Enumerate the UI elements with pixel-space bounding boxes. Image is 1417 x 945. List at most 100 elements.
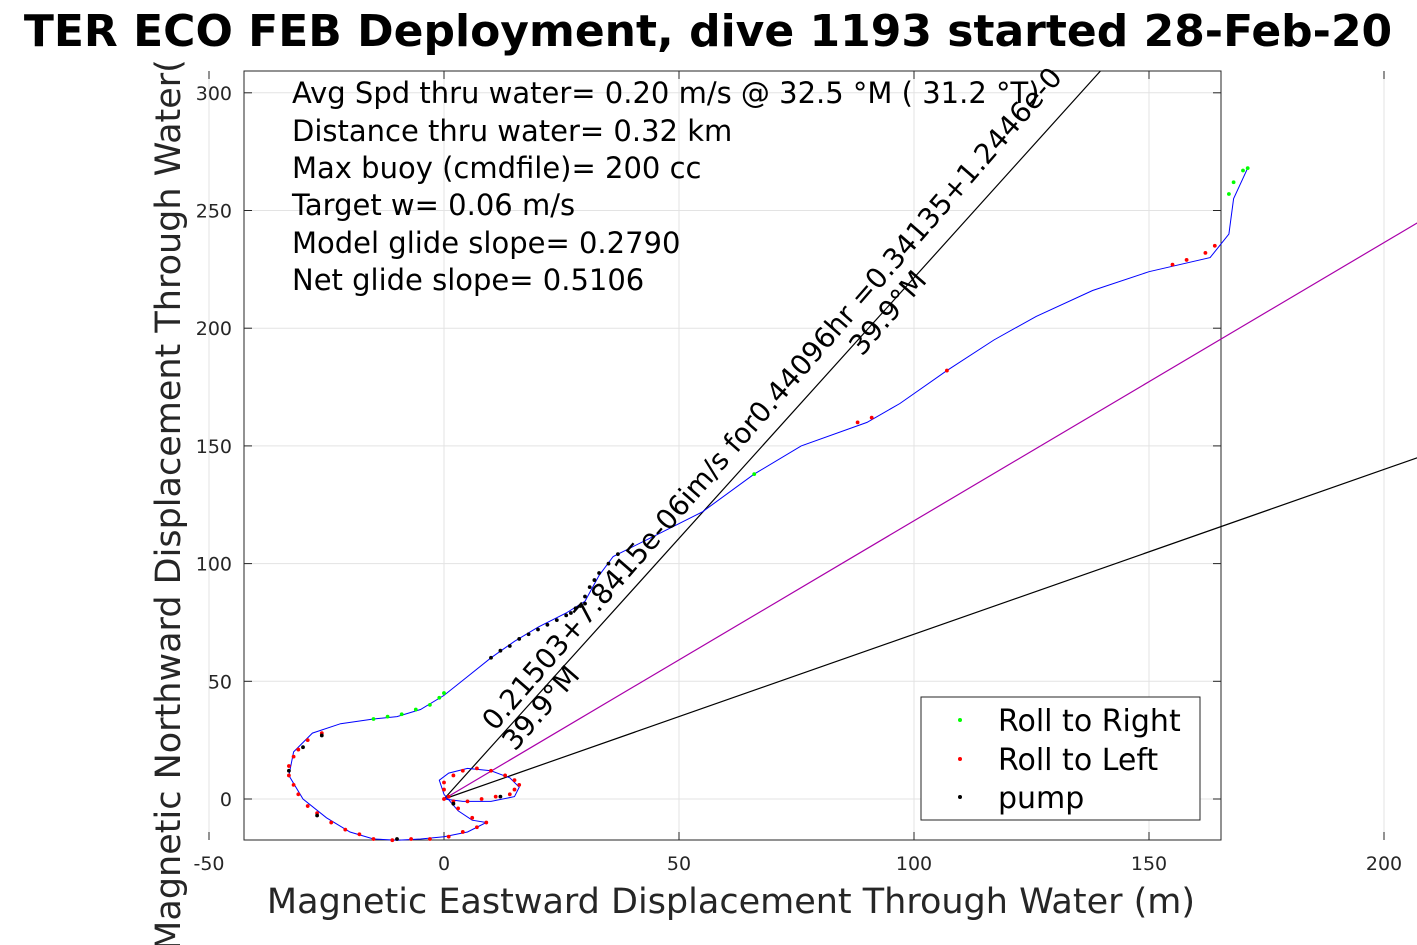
legend-label-pump: pump	[998, 781, 1084, 816]
legend-marker-roll-left	[958, 757, 962, 761]
point-roll-to-right	[1241, 168, 1245, 173]
point-roll-to-left	[442, 780, 446, 785]
point-pump	[583, 601, 587, 606]
point-pump	[319, 733, 324, 738]
point-pump	[498, 648, 503, 653]
point-roll-to-left	[357, 832, 362, 837]
point-roll-to-left	[305, 738, 310, 743]
point-roll-to-left	[1212, 243, 1217, 248]
point-roll-to-right	[1245, 166, 1250, 171]
point-roll-to-right	[413, 707, 418, 712]
point-roll-to-left	[291, 782, 296, 787]
x-tick-label: 50	[667, 853, 691, 875]
point-roll-to-left	[460, 830, 465, 834]
point-pump	[526, 632, 531, 637]
point-roll-to-left	[869, 415, 874, 420]
point-roll-to-left	[1203, 250, 1208, 255]
annotation-block: Avg Spd thru water= 0.20 m/s @ 32.5 °M (…	[291, 76, 1040, 297]
point-roll-to-left	[489, 768, 493, 773]
point-roll-to-left	[291, 754, 296, 759]
legend-marker-pump	[958, 795, 962, 799]
legend-marker-roll-right	[958, 718, 962, 722]
x-tick-label: 0	[438, 853, 450, 875]
point-pump	[587, 585, 592, 590]
y-axis-label: Magnetic Northward Displacement Through …	[149, 59, 189, 945]
point-roll-to-left	[305, 804, 310, 808]
point-roll-to-left	[479, 797, 484, 801]
point-pump	[301, 745, 305, 750]
point-pump	[554, 618, 559, 622]
point-roll-to-left	[484, 820, 489, 825]
point-pump	[583, 594, 587, 599]
legend-label-roll-left: Roll to Left	[998, 743, 1158, 778]
point-pump	[616, 552, 620, 557]
annotation-distance: Distance thru water= 0.32 km	[292, 114, 732, 148]
annotation-max-buoy: Max buoy (cmdfile)= 200 cc	[292, 151, 701, 185]
point-roll-to-right	[1227, 192, 1231, 196]
y-tick-label: 50	[208, 671, 232, 693]
point-roll-to-left	[460, 768, 465, 773]
point-roll-to-left	[442, 787, 446, 792]
point-pump	[489, 655, 493, 660]
point-roll-to-left	[451, 773, 456, 778]
x-tick-label: 100	[896, 853, 932, 875]
point-roll-to-right	[1231, 180, 1236, 185]
point-roll-to-left	[287, 764, 291, 768]
point-pump	[564, 613, 569, 618]
point-roll-to-right	[752, 472, 757, 477]
y-tick-label: 200	[196, 318, 232, 340]
point-roll-to-left	[446, 834, 451, 839]
point-roll-to-left	[371, 837, 376, 841]
x-tick-label: 150	[1131, 853, 1167, 875]
y-tick-label: 150	[196, 436, 232, 458]
annotation-model-glide-slope: Model glide slope= 0.2790	[292, 226, 680, 260]
point-pump	[498, 794, 503, 799]
point-pump	[517, 637, 522, 641]
legend-label-roll-right: Roll to Right	[998, 704, 1181, 739]
point-pump	[545, 622, 550, 627]
point-pump	[592, 578, 597, 582]
point-roll-to-left	[446, 794, 451, 799]
reference-line	[443, 457, 1417, 800]
point-roll-to-left	[296, 747, 301, 752]
point-roll-to-left	[343, 827, 348, 832]
point-roll-to-left	[465, 799, 470, 804]
point-roll-to-left	[503, 773, 507, 778]
annotation-target-w: Target w= 0.06 m/s	[291, 188, 575, 222]
point-roll-to-left	[442, 797, 446, 801]
point-pump	[578, 604, 583, 608]
plot-area	[243, 70, 1222, 841]
point-roll-to-left	[1184, 258, 1189, 262]
point-pump	[536, 627, 540, 632]
reference-lines	[443, 70, 1417, 800]
point-roll-to-left	[428, 837, 432, 841]
y-tick-label: 0	[220, 789, 232, 811]
point-roll-to-left	[456, 806, 460, 811]
point-roll-to-left	[512, 787, 517, 792]
y-tick-labels: 0 50 100 150 200 250 300	[196, 83, 232, 811]
x-tick-labels: -50050100150200250300	[193, 853, 1402, 875]
grid	[208, 71, 1385, 840]
point-roll-to-left	[475, 766, 479, 771]
annotation-avg-speed: Avg Spd thru water= 0.20 m/s @ 32.5 °M (…	[292, 76, 1040, 110]
point-roll-to-left	[390, 838, 395, 843]
annotation-net-glide-slope: Net glide slope= 0.5106	[292, 263, 644, 297]
point-roll-to-left	[493, 794, 498, 799]
point-roll-to-right	[399, 712, 404, 717]
reference-line	[443, 70, 1101, 800]
point-roll-to-left	[512, 778, 517, 783]
point-roll-to-left	[945, 368, 949, 373]
point-pump	[451, 801, 456, 806]
point-pump	[597, 571, 601, 575]
point-roll-to-left	[287, 773, 291, 778]
point-pump	[606, 561, 611, 566]
point-pump	[287, 768, 291, 773]
point-roll-to-left	[470, 815, 475, 820]
x-tick-label: 200	[1366, 853, 1402, 875]
tick-marks	[208, 71, 1385, 840]
point-roll-to-left	[329, 820, 334, 825]
legend: Roll to Right Roll to Left pump	[920, 696, 1201, 821]
point-roll-to-right	[385, 714, 390, 719]
point-roll-to-left	[296, 792, 301, 797]
